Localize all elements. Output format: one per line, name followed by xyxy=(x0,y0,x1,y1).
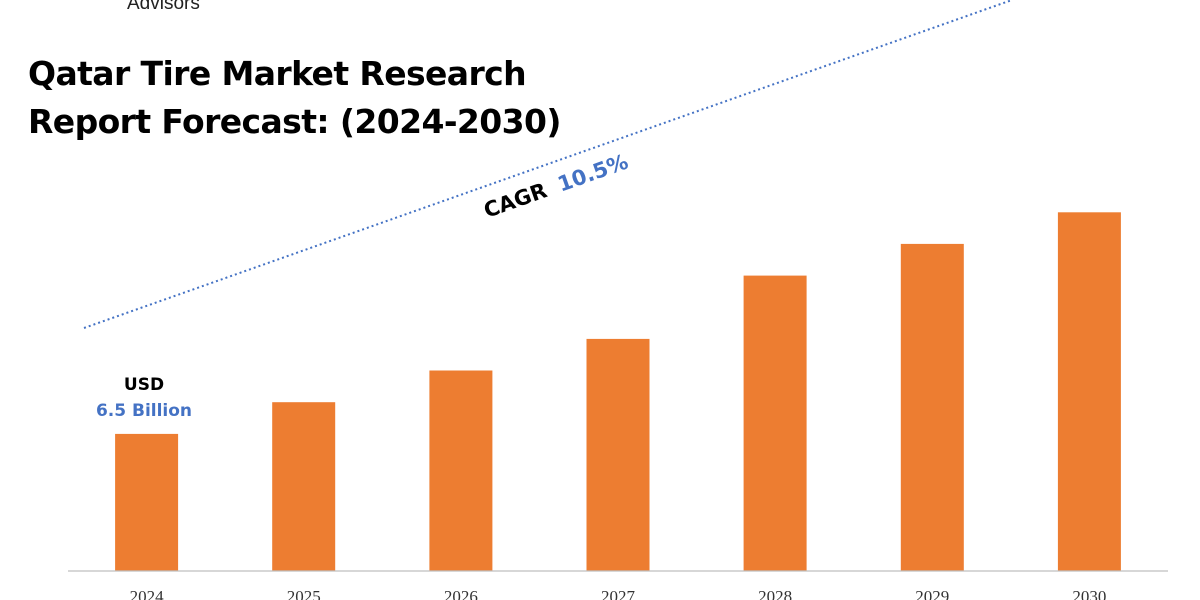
first-bar-unit-label: USD xyxy=(124,375,164,395)
bar-2024 xyxy=(115,433,179,572)
x-tick-label-2024: 2024 xyxy=(130,587,165,600)
x-tick-label-2027: 2027 xyxy=(601,587,636,600)
x-tick-label-2029: 2029 xyxy=(915,587,949,600)
x-tick-label-2025: 2025 xyxy=(287,587,321,600)
chart-title-line-1: Qatar Tire Market Research xyxy=(28,54,527,93)
chart-title-line-2: Report Forecast: (2024-2030) xyxy=(28,102,561,141)
bar-2030 xyxy=(1057,212,1121,572)
x-tick-label-2026: 2026 xyxy=(444,587,478,600)
x-tick-label-2030: 2030 xyxy=(1072,587,1106,600)
x-tick-label-2028: 2028 xyxy=(758,587,792,600)
bars-group xyxy=(115,212,1121,572)
logo: Advisors xyxy=(127,0,200,14)
bar-2027 xyxy=(586,338,650,571)
bar-2029 xyxy=(900,243,964,571)
bar-2025 xyxy=(272,402,336,571)
chart-title: Qatar Tire Market Research Report Foreca… xyxy=(28,50,561,146)
first-bar-value-label: 6.5 Billion xyxy=(96,401,192,421)
cagr-trend-line xyxy=(83,0,1013,329)
x-tick-labels: 2024 2025 2026 2027 2028 2029 2030 xyxy=(130,587,1107,600)
bar-2026 xyxy=(429,370,493,571)
bar-2028 xyxy=(743,275,807,571)
